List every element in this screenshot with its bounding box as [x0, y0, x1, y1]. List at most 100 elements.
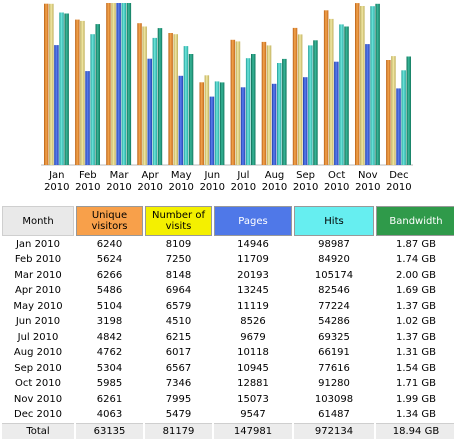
bar-pages-2: [116, 3, 121, 165]
x-tick-year-label: 2010: [75, 182, 100, 193]
bandwidth-cell: 1.99 GB: [395, 393, 437, 405]
hits-cell: 98987: [318, 238, 350, 250]
bar-visits-4: [173, 34, 178, 166]
bandwidth-cell: 1.74 GB: [395, 254, 437, 266]
x-tick-year-label: 2010: [262, 182, 287, 193]
bar-pages-4: [178, 75, 184, 165]
bandwidth-cell: 1.71 GB: [395, 378, 437, 390]
visits-cell: 7250: [165, 254, 192, 266]
bandwidth-column-header: Bandwidth: [376, 206, 454, 236]
x-tick-month-label: Nov: [358, 170, 378, 181]
hits-cell: 91280: [318, 378, 350, 390]
visits-cell: 6579: [165, 300, 192, 312]
unique-visitors-cell: 6261: [96, 393, 123, 405]
bar-unique-2: [106, 3, 111, 165]
visits-cell: 5479: [165, 409, 192, 421]
unique-visitors-cell: 6240: [96, 238, 123, 250]
bandwidth-cell: 1.02 GB: [395, 316, 437, 328]
month-cell: Mar 2010: [14, 269, 62, 281]
bar-unique-10: [355, 3, 360, 165]
month-cell: Nov 2010: [13, 393, 63, 405]
bar-visits-10: [360, 6, 365, 165]
pages-cell: 13245: [237, 285, 269, 297]
pages-column-header: Pages: [214, 206, 292, 236]
bar-hits-5: [214, 81, 220, 165]
table-row: Apr 2010 5486 6964 13245 82546 1.69 GB: [2, 284, 454, 299]
table-row: Mar 2010 6266 8148 20193 105174 2.00 GB: [2, 268, 454, 283]
bar-unique-11: [386, 60, 391, 165]
bar-group: [44, 3, 411, 166]
x-tick-month-label: Apr: [141, 170, 159, 181]
bar-pages-0: [54, 45, 59, 165]
month-cell: May 2010: [13, 300, 63, 312]
hits-cell: 66191: [318, 347, 350, 359]
table-row: Jul 2010 4842 6215 9679 69325 1.37 GB: [2, 330, 454, 345]
month-cell: Feb 2010: [14, 254, 62, 266]
bar-unique-1: [75, 19, 80, 165]
bar-hits-6: [245, 58, 251, 166]
x-tick-month-label: Oct: [328, 170, 345, 181]
month-cell: Oct 2010: [15, 378, 61, 390]
x-tick-month-label: Jul: [236, 170, 249, 181]
unique-visitors-column-header: Unique visitors: [76, 206, 143, 236]
bar-hits-9: [339, 24, 344, 166]
bar-bandwidth-6: [251, 54, 256, 165]
total-pages: 147981: [214, 423, 292, 439]
bar-bandwidth-2: [126, 3, 132, 165]
x-tick-year-label: 2010: [106, 182, 131, 193]
bar-visits-0: [49, 3, 54, 165]
x-tick-month-label: Mar: [110, 170, 130, 181]
monthly-bar-chart: Jan2010Feb2010Mar2010Apr2010May2010Jun20…: [41, 3, 413, 193]
unique-visitors-cell: 4762: [96, 347, 123, 359]
unique-visitors-cell: 5104: [96, 300, 123, 312]
pages-cell: 9547: [240, 409, 266, 421]
bar-pages-9: [334, 61, 339, 166]
month-cell: Jun 2010: [15, 316, 61, 328]
unique-visitors-cell: 6266: [96, 269, 123, 281]
bar-visits-3: [142, 26, 147, 165]
bar-visits-5: [204, 75, 210, 165]
unique-visitors-cell: 5304: [96, 362, 123, 374]
pages-cell: 9679: [240, 331, 266, 343]
bar-visits-9: [329, 18, 334, 166]
total-hits: 972134: [294, 423, 374, 439]
x-tick-year-label: 2010: [137, 182, 162, 193]
x-tick-year-label: 2010: [231, 182, 256, 193]
table-row: May 2010 5104 6579 11119 77224 1.37 GB: [2, 299, 454, 314]
unique-visitors-cell: 3198: [96, 316, 123, 328]
table-row: Oct 2010 5985 7346 12881 91280 1.71 GB: [2, 377, 454, 392]
bar-bandwidth-5: [219, 82, 225, 165]
bar-bandwidth-11: [406, 56, 411, 165]
bar-pages-8: [303, 77, 308, 165]
x-tick-month-label: Aug: [265, 170, 285, 181]
bandwidth-cell: 1.87 GB: [395, 238, 437, 250]
bar-unique-4: [168, 33, 173, 165]
table-row: Jan 2010 6240 8109 14946 98987 1.87 GB: [2, 237, 454, 252]
bar-hits-2: [121, 3, 126, 165]
table-body: Jan 2010 6240 8109 14946 98987 1.87 GB Feb 201…: [2, 237, 454, 422]
visits-cell: 6567: [165, 362, 192, 374]
bandwidth-cell: 1.37 GB: [395, 331, 437, 343]
x-tick-year-label: 2010: [200, 182, 225, 193]
bandwidth-cell: 1.54 GB: [395, 362, 437, 374]
x-tick-year-label: 2010: [355, 182, 380, 193]
visits-cell: 6964: [165, 285, 192, 297]
table-row: Jun 2010 3198 4510 8526 54286 1.02 GB: [2, 315, 454, 330]
bar-hits-0: [59, 12, 64, 165]
bar-bandwidth-9: [344, 26, 349, 165]
x-tick-month-label: Sep: [296, 170, 315, 181]
unique-visitors-cell: 5985: [96, 378, 123, 390]
hits-cell: 105174: [314, 269, 354, 281]
bandwidth-cell: 2.00 GB: [395, 269, 437, 281]
bar-visits-2: [111, 3, 116, 165]
bar-pages-7: [271, 83, 277, 165]
bar-pages-1: [85, 71, 90, 165]
monthly-stats-table: Month Unique visitors Number of visits P…: [0, 205, 454, 440]
pages-cell: 11709: [237, 254, 269, 266]
month-cell: Jul 2010: [17, 331, 59, 343]
unique-visitors-cell: 4842: [96, 331, 123, 343]
x-tick-month-label: Feb: [79, 170, 97, 181]
bar-visits-7: [266, 45, 272, 165]
month-cell: Apr 2010: [15, 285, 61, 297]
pages-cell: 20193: [237, 269, 269, 281]
